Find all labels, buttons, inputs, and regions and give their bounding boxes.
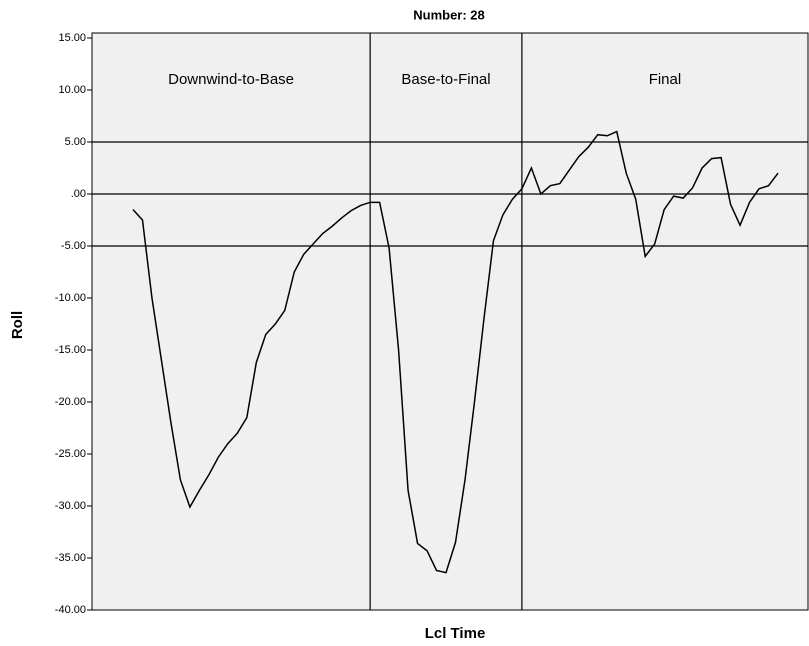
plot-area [91, 32, 809, 611]
y-tick-label: -30.00 [55, 500, 86, 512]
y-tick-label: 5.00 [65, 136, 86, 148]
y-tick-label: 15.00 [58, 32, 86, 44]
y-tick-label: -20.00 [55, 396, 86, 408]
y-tick-label: -15.00 [55, 344, 86, 356]
y-tick-label: -35.00 [55, 552, 86, 564]
y-tick-label: -5.00 [61, 240, 86, 252]
phase-label: Final [649, 71, 682, 88]
y-tick-label: -10.00 [55, 292, 86, 304]
y-tick-label: .00 [71, 188, 86, 200]
y-axis-label: Roll [9, 311, 26, 339]
phase-label: Base-to-Final [401, 71, 490, 88]
phase-label: Downwind-to-Base [168, 71, 294, 88]
y-tick-label: -25.00 [55, 448, 86, 460]
line [132, 130, 779, 574]
x-axis-label: Lcl Time [425, 625, 486, 642]
y-tick-label: -40.00 [55, 604, 86, 616]
chart-title: Number: 28 [413, 7, 485, 22]
y-tick-label: 10.00 [58, 84, 86, 96]
